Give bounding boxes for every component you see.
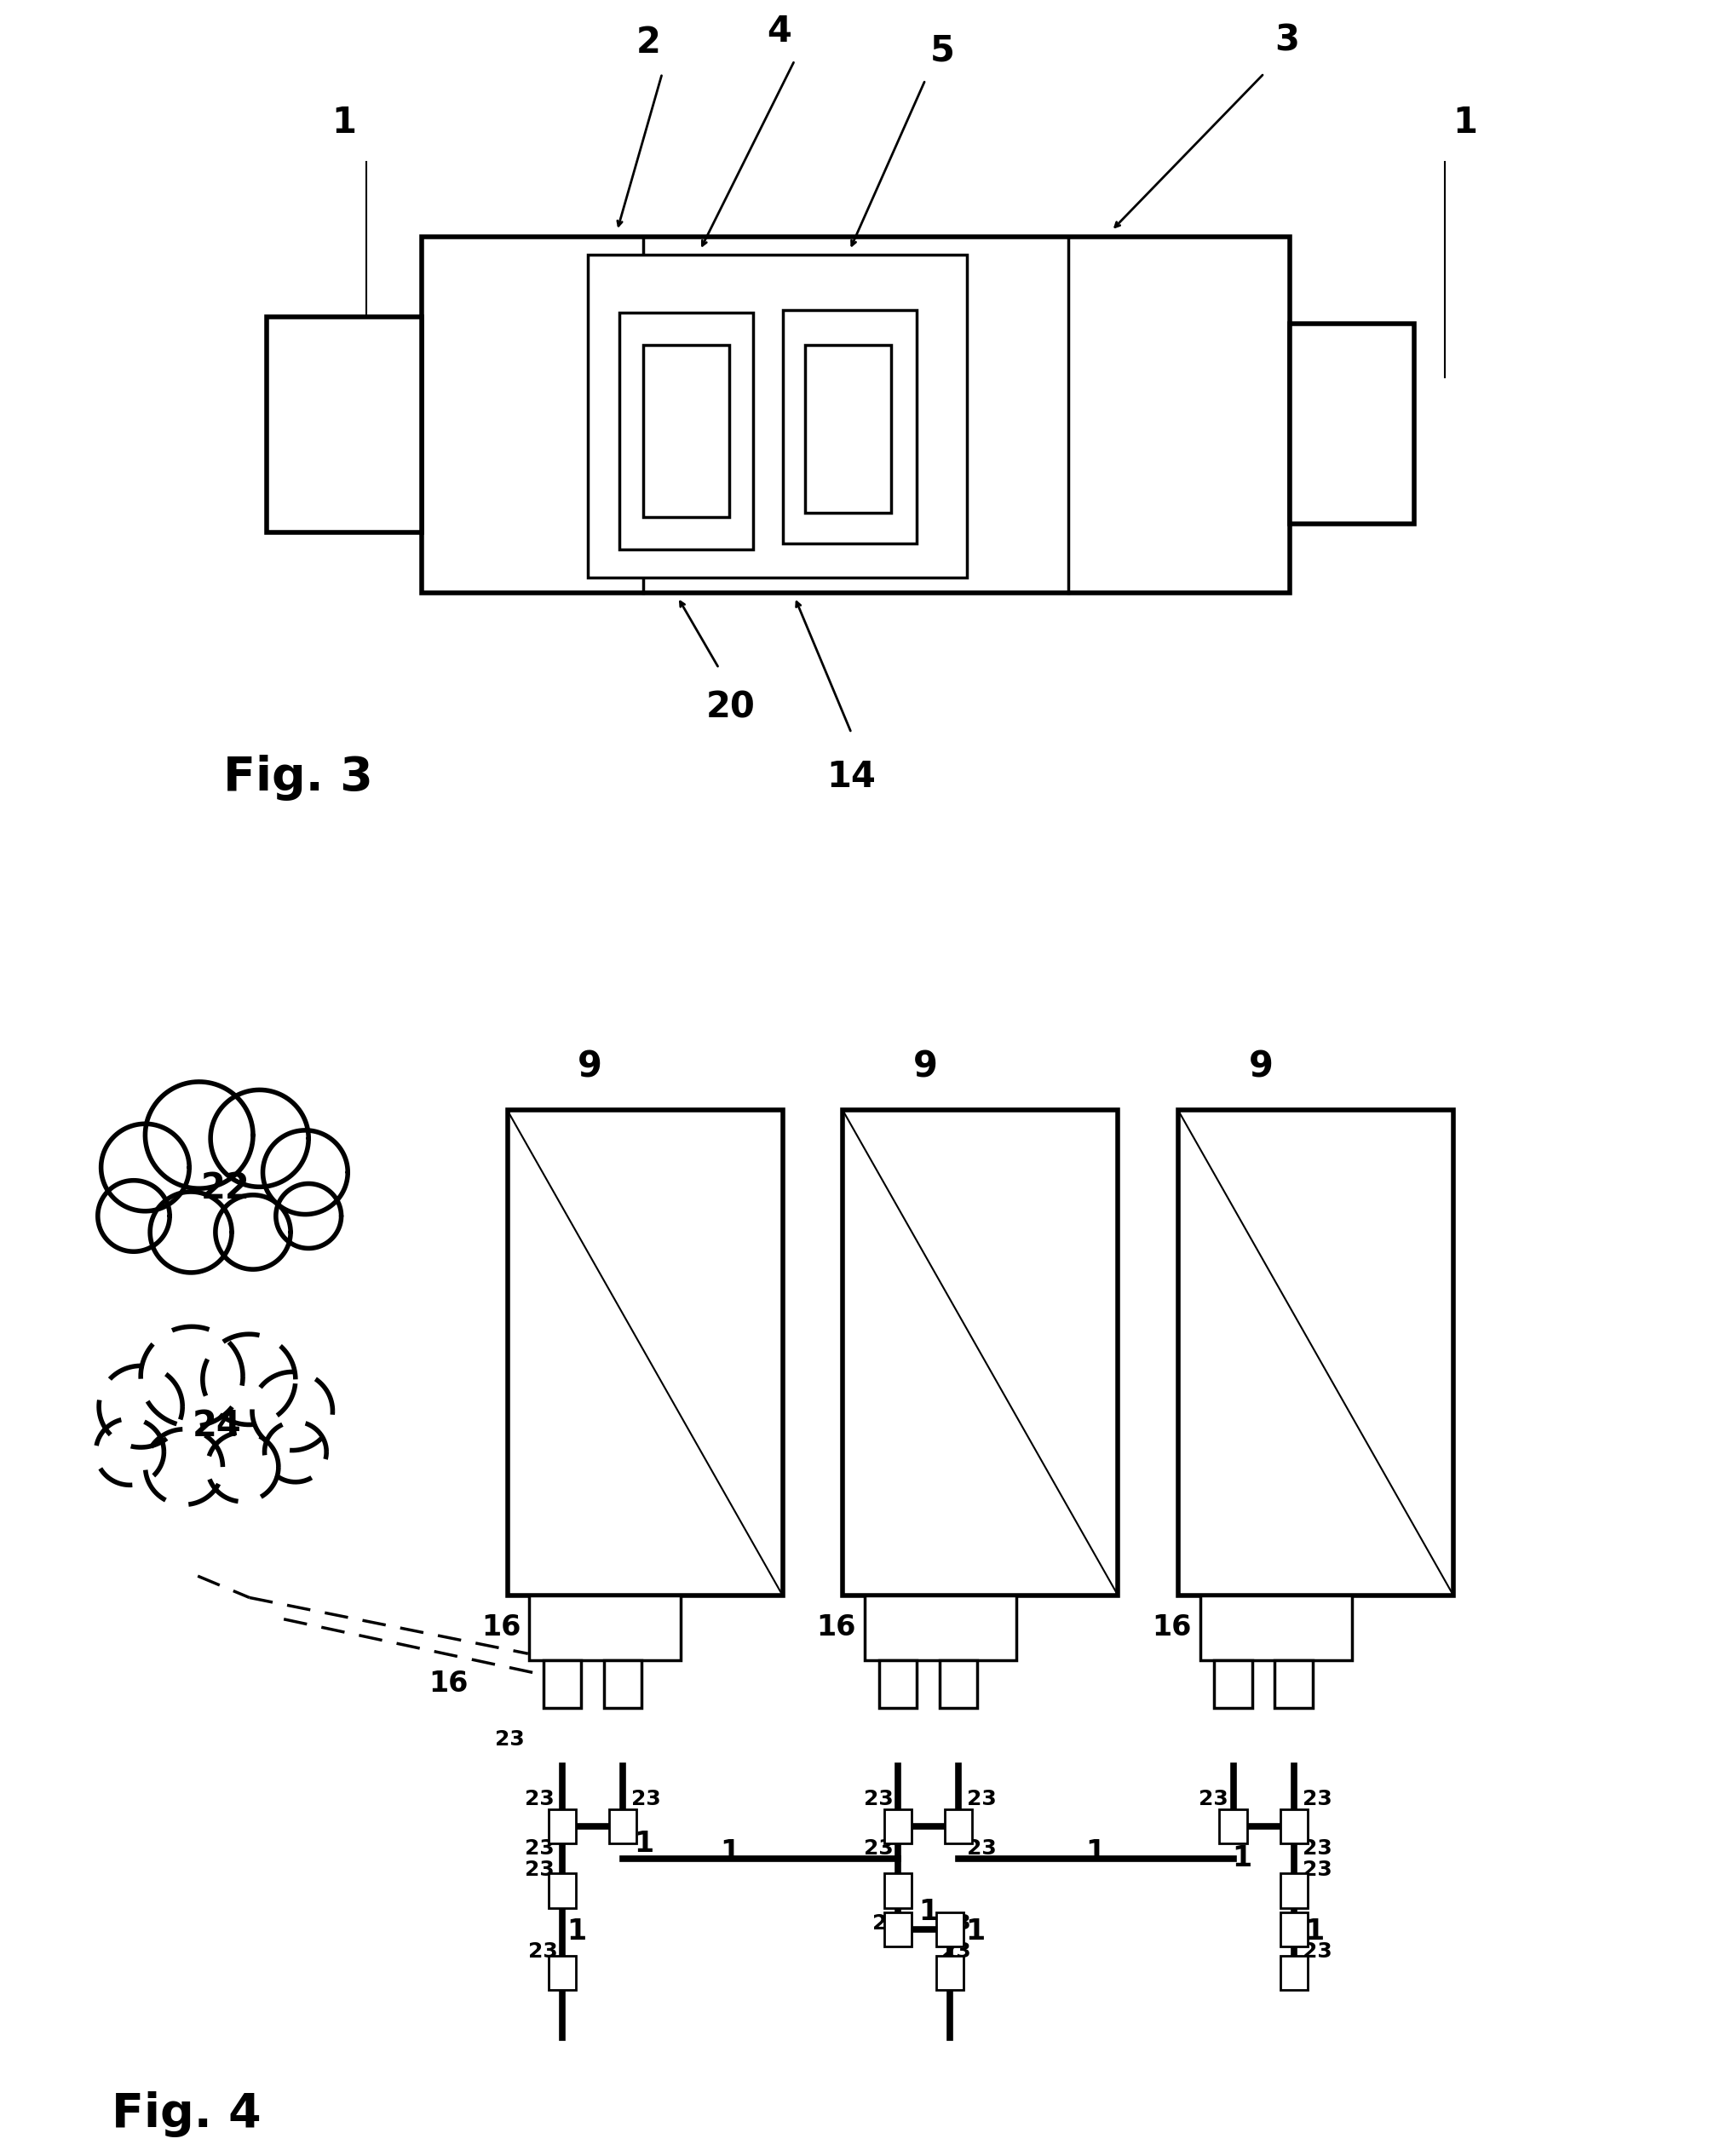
Bar [1219,1809,1247,1843]
Bar [879,1660,917,1708]
Bar [1201,1595,1352,1660]
Text: 23: 23 [525,1789,554,1809]
Bar [530,1595,681,1660]
Text: 14: 14 [827,759,875,796]
Text: 16: 16 [1152,1613,1192,1643]
Text: 16: 16 [482,1613,521,1643]
Bar [549,1809,576,1843]
Bar [549,1874,576,1908]
Text: 1: 1 [1085,1837,1106,1867]
Bar [884,1809,912,1843]
Text: 23: 23 [1302,1861,1331,1880]
Bar [588,254,967,578]
Text: 23: 23 [967,1839,996,1858]
Text: Fig. 3: Fig. 3 [224,755,373,800]
Text: 16: 16 [428,1669,468,1699]
Bar [884,1912,912,1947]
Bar [939,1660,977,1708]
Text: 4: 4 [767,13,791,50]
Text: 23: 23 [525,1861,554,1880]
Bar [783,310,917,543]
Text: 23: 23 [1302,1839,1331,1858]
Text: 20: 20 [707,690,755,727]
Bar [267,317,421,533]
Text: Fig. 4: Fig. 4 [112,2091,261,2137]
Bar [936,1912,963,1947]
Text: 9: 9 [1249,1048,1273,1084]
Text: 9: 9 [913,1048,937,1084]
Text: 9: 9 [578,1048,602,1084]
Text: 23: 23 [525,1839,554,1858]
Text: 24: 24 [193,1408,241,1445]
Text: 23: 23 [1302,1943,1331,1962]
Text: 5: 5 [931,32,955,69]
Bar [1290,323,1414,524]
Text: 23: 23 [872,1915,901,1934]
Text: 1: 1 [1304,1917,1324,1947]
Bar [1280,1955,1307,1990]
Bar [1178,1110,1453,1595]
Bar [609,1809,636,1843]
Text: 1: 1 [566,1917,587,1947]
Bar [643,345,729,517]
Bar [944,1809,972,1843]
Bar [936,1955,963,1990]
Text: 23: 23 [941,1943,970,1962]
Bar [549,1955,576,1990]
Bar [544,1660,581,1708]
Bar [865,1595,1017,1660]
Text: 23: 23 [863,1839,893,1858]
Text: 1: 1 [332,103,356,140]
Text: 23: 23 [967,1789,996,1809]
Bar [1214,1660,1252,1708]
Text: 23: 23 [863,1789,893,1809]
Text: 16: 16 [817,1613,857,1643]
Bar [421,237,1290,593]
Bar [604,1660,642,1708]
Text: 1: 1 [633,1828,654,1858]
Bar [1280,1912,1307,1947]
Text: 1: 1 [721,1837,740,1867]
Text: 3: 3 [1275,22,1299,58]
Bar [805,345,891,513]
Bar [507,1110,783,1595]
Text: 23: 23 [1302,1789,1331,1809]
Text: 2: 2 [636,24,660,60]
Text: 23: 23 [631,1789,660,1809]
Text: 22: 22 [201,1171,249,1207]
Text: 1: 1 [918,1897,937,1927]
Bar [884,1874,912,1908]
Bar [843,1110,1118,1595]
Text: 23: 23 [941,1915,970,1934]
Text: 1: 1 [965,1917,986,1947]
Text: 23: 23 [528,1943,557,1962]
Text: 23: 23 [1199,1789,1228,1809]
Bar [1275,1660,1312,1708]
Bar [1280,1874,1307,1908]
Text: 1: 1 [1453,103,1477,140]
Bar [1280,1809,1307,1843]
Text: 1: 1 [1232,1843,1252,1874]
Bar [619,313,753,550]
Text: 23: 23 [495,1729,525,1749]
